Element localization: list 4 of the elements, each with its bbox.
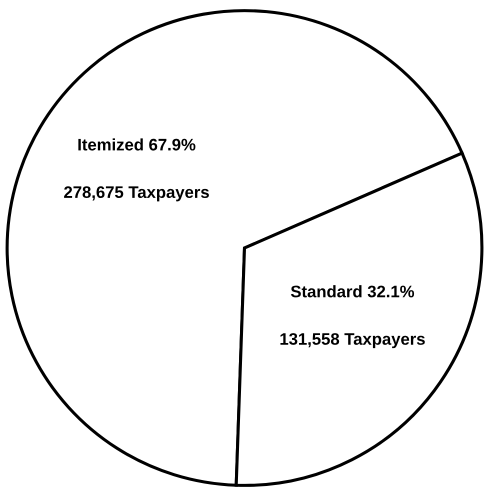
- text: 131,558 Taxpayers: [280, 333, 425, 348]
- text: 278,675 Taxpayers: [64, 186, 209, 202]
- slice-label: Itemized 67.9%: [78, 138, 196, 151]
- slice-label: Standard 32.1%: [290, 285, 414, 298]
